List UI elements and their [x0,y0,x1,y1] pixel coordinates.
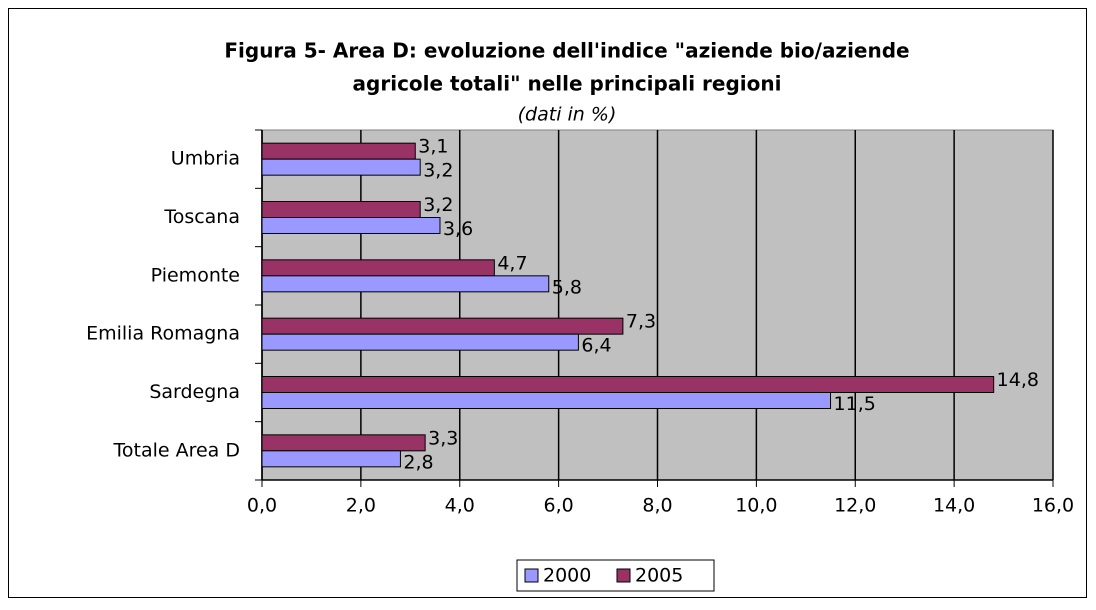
bar [261,259,495,277]
value-label: 3,6 [443,218,473,240]
legend-label: 2000 [543,565,591,587]
value-label: 3,3 [428,427,458,449]
y-tick-label: Toscana [163,206,240,228]
x-tick-label: 14,0 [933,495,975,517]
x-tick-label: 8,0 [642,495,672,517]
x-tick-label: 12,0 [834,495,876,517]
bar [261,450,401,468]
bar [261,434,426,452]
y-tick-label: Piemonte [151,264,240,286]
value-label: 5,8 [552,276,582,298]
legend-swatch [524,568,539,583]
value-label: 3,1 [418,136,448,158]
value-label: 3,2 [423,194,453,216]
chart-title: agricole totali" nelle principali region… [353,72,782,96]
value-label: 6,4 [581,335,611,357]
legend [516,559,715,592]
bar [261,142,416,160]
x-tick-label: 10,0 [735,495,777,517]
value-label: 3,2 [423,160,453,182]
legend-label: 2005 [635,565,683,587]
bar [261,275,550,293]
x-tick-label: 16,0 [1032,495,1074,517]
bar [261,392,832,409]
bar [261,333,579,351]
y-tick-label: Totale Area D [113,439,241,461]
value-label: 11,5 [834,393,876,415]
y-tick-label: Emilia Romagna [86,323,240,345]
value-label: 2,8 [403,451,433,473]
x-tick-label: 2,0 [346,495,376,517]
chart-title: Figura 5- Area D: evoluzione dell'indice… [224,39,909,63]
chart-subtitle: (dati in %) [518,104,617,126]
bar [261,317,624,335]
y-tick-label: Umbria [171,148,240,170]
bar [261,158,421,176]
value-label: 7,3 [626,311,656,333]
value-label: 14,8 [997,369,1039,391]
y-tick-label: Sardegna [149,381,240,403]
x-tick-label: 4,0 [445,495,475,517]
x-tick-label: 6,0 [544,495,574,517]
x-tick-label: 0,0 [247,495,277,517]
legend-swatch [616,568,631,583]
bar [261,376,995,393]
bar [261,217,441,234]
bar [261,201,421,218]
value-label: 4,7 [497,252,527,274]
